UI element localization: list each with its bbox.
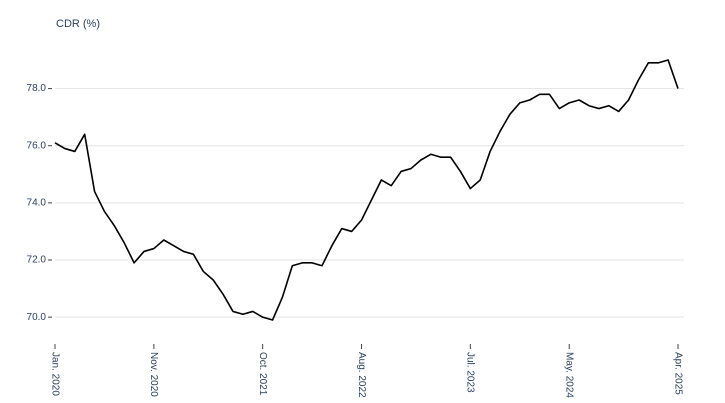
x-tick-label: Jan. 2020 [49,352,60,396]
y-tick-label: 78.0 [27,83,47,94]
line [54,59,679,321]
x-tick-label: Apr. 2025 [672,352,683,395]
x-tick-label: Nov. 2020 [148,352,159,397]
x-tick-label: Aug. 2022 [356,352,367,398]
x-tick-label: Jul. 2023 [465,352,476,393]
y-tick-label: 74.0 [27,197,47,208]
y-tick-label: 72.0 [27,255,47,266]
y-tick-label: 70.0 [27,312,47,323]
y-tick-label: 76.0 [27,140,47,151]
chart-title: CDR (%) [56,18,100,30]
x-tick-label: Oct. 2021 [257,352,268,396]
x-tick-label: May. 2024 [564,352,575,398]
